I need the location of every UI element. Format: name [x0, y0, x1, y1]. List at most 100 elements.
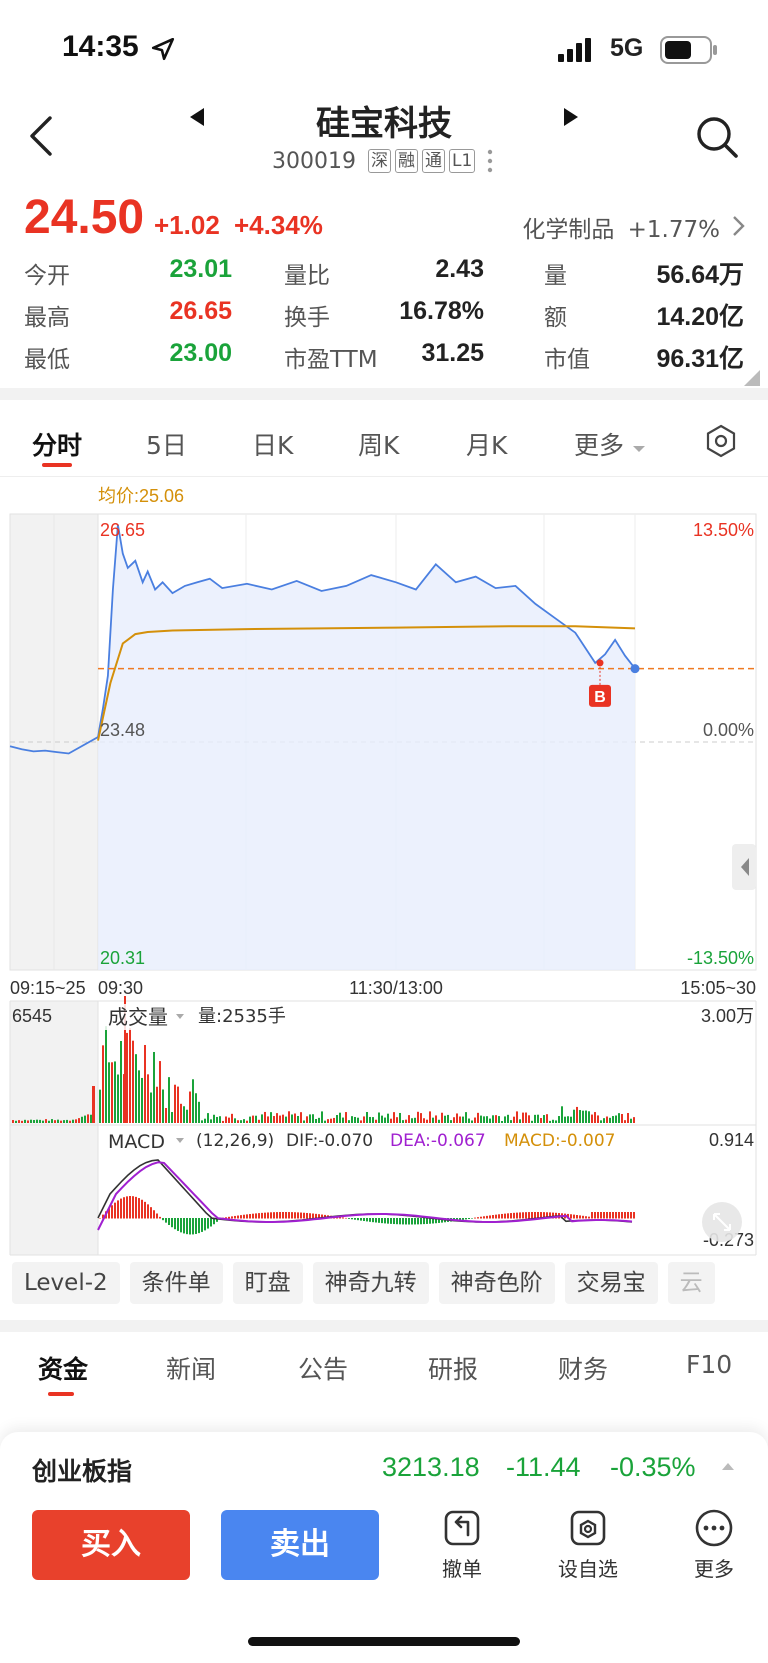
volume-bar: [492, 1115, 494, 1123]
macd-bar: [354, 1218, 356, 1220]
macd-bar: [549, 1212, 551, 1219]
volume-bar: [117, 1074, 119, 1123]
tab-research[interactable]: 研报: [428, 1355, 479, 1384]
tab-news[interactable]: 新闻: [166, 1355, 217, 1384]
macd-bar: [276, 1212, 278, 1219]
stat-value: 96.31亿: [656, 345, 744, 373]
macd-bar: [234, 1215, 236, 1219]
macd-bar: [381, 1218, 383, 1224]
tab-daily-k[interactable]: 日K: [252, 431, 294, 460]
search-icon[interactable]: [694, 114, 740, 160]
tool-cloud[interactable]: 云: [667, 1262, 715, 1304]
volume-bar: [273, 1116, 275, 1123]
tool-magic-nine[interactable]: 神奇九转: [312, 1262, 429, 1304]
volume-left-label: 6545: [12, 1006, 52, 1026]
volume-bar: [555, 1120, 557, 1123]
macd-bar: [159, 1216, 161, 1219]
back-icon[interactable]: [26, 114, 56, 158]
add-watchlist-button[interactable]: 设自选: [548, 1508, 628, 1582]
volume-indicator-select[interactable]: 成交量: [108, 1005, 168, 1029]
tab-f10[interactable]: F10: [686, 1350, 733, 1379]
macd-bar: [543, 1212, 545, 1219]
sector-link[interactable]: 化学制品 +1.77%: [522, 210, 720, 244]
macd-bar: [429, 1218, 431, 1224]
volume-bar: [393, 1112, 395, 1123]
volume-bar: [186, 1109, 188, 1123]
macd-bar: [279, 1212, 281, 1219]
volume-bar: [489, 1118, 491, 1123]
prev-stock-icon[interactable]: [186, 106, 206, 128]
sell-button[interactable]: 卖出: [221, 1510, 379, 1580]
volume-bar: [468, 1118, 470, 1123]
macd-bar: [552, 1212, 554, 1219]
volume-bar: [240, 1120, 242, 1123]
macd-bar: [630, 1212, 632, 1219]
macd-bar: [249, 1214, 251, 1219]
label-bg: [100, 1004, 192, 1030]
macd-bar: [138, 1198, 140, 1219]
stat-label: 最低: [24, 347, 70, 373]
cancel-order-button[interactable]: 撤单: [422, 1508, 502, 1582]
macd-bar: [168, 1218, 170, 1226]
tool-watch[interactable]: 盯盘: [232, 1262, 303, 1304]
next-stock-icon[interactable]: [562, 106, 582, 128]
macd-bar: [408, 1218, 410, 1225]
active-tab-indicator: [48, 1392, 74, 1396]
index-value: 3213.18: [382, 1452, 480, 1482]
volume-bar: [309, 1114, 311, 1123]
macd-bar: [387, 1218, 389, 1224]
tool-trade-treasure[interactable]: 交易宝: [564, 1262, 658, 1304]
volume-bar: [213, 1114, 215, 1123]
volume-bar: [522, 1112, 524, 1123]
status-bar: 14:35 5G: [0, 0, 768, 96]
macd-bar: [108, 1208, 110, 1219]
volume-bar: [222, 1120, 224, 1123]
tab-5day[interactable]: 5日: [146, 431, 187, 460]
macd-dea: DEA:-0.067: [390, 1131, 486, 1151]
tool-level2[interactable]: Level-2: [12, 1262, 120, 1304]
volume-bar: [24, 1119, 26, 1123]
volume-bar: [423, 1118, 425, 1123]
tab-monthly-k[interactable]: 月K: [466, 431, 508, 460]
tool-magic-color[interactable]: 神奇色阶: [438, 1262, 555, 1304]
volume-bar: [51, 1119, 53, 1123]
tag-tong: 通: [421, 149, 445, 173]
tab-announcements[interactable]: 公告: [298, 1355, 349, 1384]
tab-weekly-k[interactable]: 周K: [358, 431, 400, 460]
index-name[interactable]: 创业板指: [32, 1457, 133, 1486]
macd-bar: [267, 1212, 269, 1219]
chevron-right-icon[interactable]: [730, 214, 746, 238]
volume-bar: [435, 1115, 437, 1123]
volume-bar: [27, 1120, 29, 1123]
macd-indicator-select[interactable]: MACD: [108, 1131, 165, 1153]
volume-bar: [456, 1113, 458, 1123]
tab-more[interactable]: 更多: [574, 426, 646, 462]
stat-label: 量比: [284, 263, 330, 289]
intraday-chart[interactable]: B 均价:25.06 26.65 23.48 20.31 13.50% 0.00…: [0, 476, 768, 1256]
tab-funds[interactable]: 资金: [38, 1355, 89, 1384]
volume-bar: [588, 1111, 590, 1123]
volume-bar: [603, 1118, 605, 1123]
tab-financials[interactable]: 财务: [558, 1355, 609, 1384]
volume-bar: [564, 1116, 566, 1123]
tabs-border: [0, 476, 768, 477]
chart-settings-icon[interactable]: [704, 424, 738, 458]
buy-button[interactable]: 买入: [32, 1510, 190, 1580]
macd-bar: [306, 1212, 308, 1219]
volume-bar: [477, 1112, 479, 1123]
macd-bar: [210, 1218, 212, 1227]
expand-corner-icon[interactable]: [744, 370, 760, 386]
volume-bar: [450, 1120, 452, 1123]
macd-bar: [492, 1215, 494, 1219]
tool-conditional-order[interactable]: 条件单: [129, 1262, 223, 1304]
volume-bar: [414, 1117, 416, 1123]
more-button[interactable]: 更多: [674, 1508, 754, 1582]
macd-bar: [252, 1213, 254, 1219]
caret-up-icon[interactable]: [720, 1460, 736, 1472]
volume-bar: [153, 1051, 155, 1123]
buy-marker: [589, 684, 611, 707]
more-dots-icon[interactable]: [485, 148, 495, 174]
volume-bar: [105, 1026, 107, 1123]
avg-price-label: 均价:25.06: [98, 486, 184, 506]
tab-intraday[interactable]: 分时: [32, 431, 83, 460]
